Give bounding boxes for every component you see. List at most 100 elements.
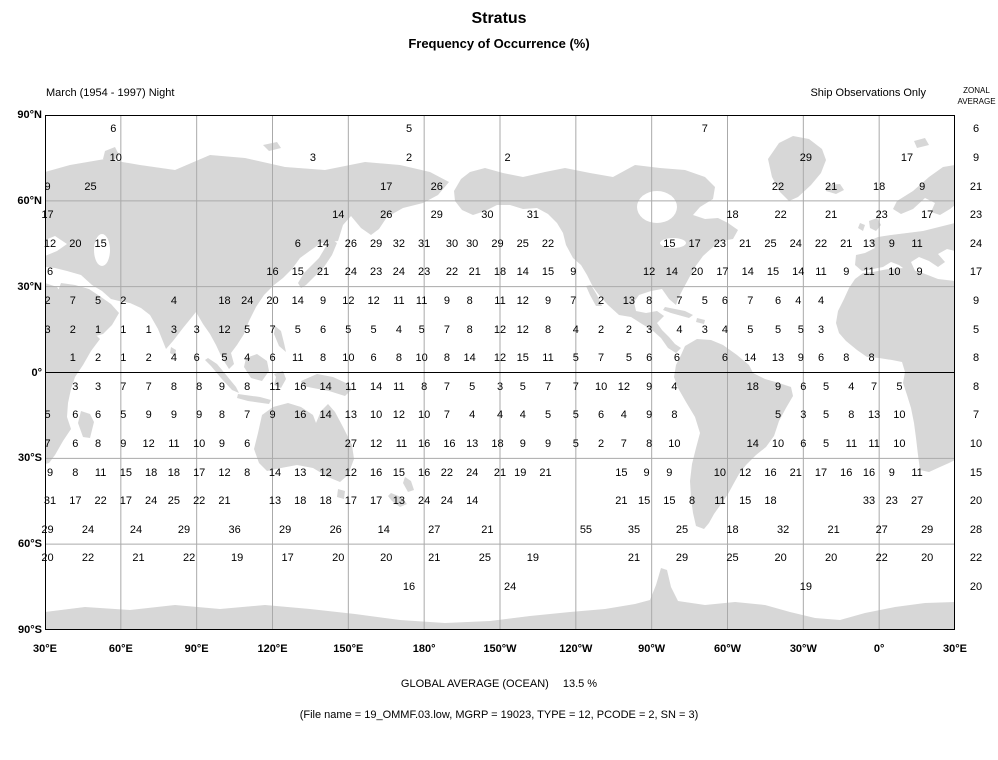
grid-value: 8 [646,294,653,307]
grid-value: 21 [827,523,840,536]
grid-value: 8 [319,352,327,365]
grid-value: 1 [95,323,102,336]
grid-value: 11 [393,294,405,307]
grid-value: 9 [646,409,653,422]
grid-value: 2 [120,294,127,307]
grid-value: 13 [466,438,479,451]
grid-value: 7 [443,323,450,336]
grid-value: 25 [516,237,529,250]
grid-value: 12 [516,323,529,336]
grid-value: 12 [392,409,405,422]
zonal-average-value: 23 [969,209,983,222]
grid-value: 20 [825,552,838,565]
grid-value: 11 [393,380,405,393]
lon-label: 120°W [559,643,593,655]
grid-value: 6 [673,352,680,365]
grid-value: 2 [598,438,605,451]
grid-value: 4 [244,352,251,365]
zonal-average-value: 20 [969,581,983,594]
grid-value: 7 [443,409,450,422]
grid-value: 12 [43,237,57,250]
grid-value: 15 [739,495,752,508]
grid-value: 9 [570,266,577,279]
grid-value: 5 [747,323,754,336]
grid-value: 5 [120,409,127,422]
grid-value: 9 [218,380,225,393]
grid-value: 4 [676,323,683,336]
grid-value: 25 [726,552,739,565]
grid-value: 17 [921,209,934,222]
grid-value: 14 [792,266,805,279]
grid-value: 20 [774,552,787,565]
grid-value: 1 [120,352,127,365]
grid-value: 8 [466,323,473,336]
grid-value: 14 [665,266,678,279]
grid-value: 18 [493,266,507,279]
grid-value: 21 [468,266,481,279]
lon-label: 60°W [713,643,742,655]
grid-value: 23 [885,495,898,508]
global-average-value: 13.5 % [562,678,598,690]
grid-value: 5 [823,409,830,422]
grid-value: 16 [402,581,416,594]
grid-value: 8 [671,409,678,422]
grid-value: 15 [637,495,651,508]
grid-value: 21 [539,466,552,479]
grid-value: 14 [319,380,332,393]
grid-value: 18 [746,380,759,393]
grid-value: 18 [491,438,504,451]
grid-value: 8 [868,352,875,365]
grid-value: 17 [281,552,294,565]
grid-value: 14 [516,266,529,279]
grid-value: 30 [445,237,459,250]
grid-value: 5 [95,294,102,307]
grid-value: 8 [443,352,450,365]
grid-value: 18 [218,294,231,307]
grid-value: 29 [279,523,292,536]
grid-value: 27 [428,523,441,536]
grid-value: 1 [120,323,127,336]
grid-value: 8 [843,352,850,365]
grid-value: 29 [177,523,191,536]
lat-label: 90°S [18,624,42,636]
grid-value: 4 [620,409,627,422]
grid-value: 9 [544,438,552,451]
grid-value: 20 [266,294,279,307]
grid-value: 13 [867,409,881,422]
grid-value: 8 [395,352,402,365]
grid-value: 26 [380,209,393,222]
grid-value: 24 [789,237,802,250]
grid-value: 5 [519,380,526,393]
grid-value: 9 [269,409,276,422]
grid-value: 13 [294,466,307,479]
grid-value: 20 [332,552,345,565]
grid-value: 11 [292,352,304,365]
grid-value: 11 [868,438,880,451]
grid-value: 14 [377,523,390,536]
grid-value: 13 [771,352,785,365]
grid-value: 17 [344,495,357,508]
grid-value: 8 [218,409,225,422]
grid-value: 15 [663,495,676,508]
grid-value: 23 [875,209,888,222]
zonal-average-value: 8 [972,352,980,365]
grid-value: 18 [726,209,739,222]
zonal-average-header-line2: AVERAGE [957,97,996,106]
grid-value: 8 [848,409,855,422]
grid-value: 18 [726,523,739,536]
grid-value: 9 [916,266,923,279]
grid-value: 9 [797,352,804,365]
grid-value: 14 [291,294,304,307]
grid-value: 5 [345,323,352,336]
grid-value: 14 [463,352,476,365]
grid-value: 16 [840,466,853,479]
grid-value: 24 [81,523,95,536]
grid-value: 2 [69,323,76,336]
grid-value: 12 [493,352,507,365]
grid-value: 24 [440,495,454,508]
grid-value: 12 [218,466,231,479]
grid-value: 29 [799,151,812,164]
grid-value: 27 [910,495,924,508]
grid-value: 10 [668,438,681,451]
lon-label: 60°E [108,643,133,655]
